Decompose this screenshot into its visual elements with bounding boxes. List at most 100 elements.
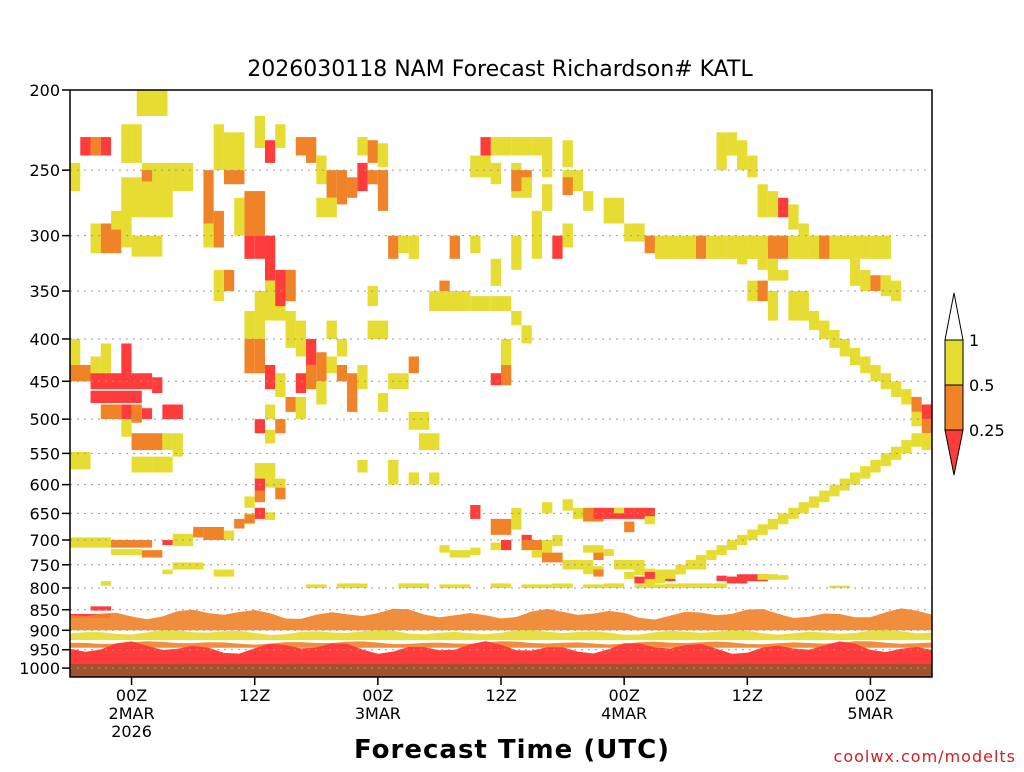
ri-cell <box>521 177 532 198</box>
ri-cell <box>131 124 142 163</box>
ri-cell <box>890 381 902 397</box>
ri-cell <box>613 559 645 570</box>
ri-cell <box>131 181 142 211</box>
ri-cell <box>275 487 286 500</box>
ri-cell <box>295 373 307 394</box>
ri-cell <box>634 568 655 576</box>
ri-cell <box>542 155 553 178</box>
ri-cell <box>521 534 532 543</box>
ri-cell <box>234 518 245 529</box>
ri-cell <box>613 507 625 514</box>
ri-cell <box>357 137 368 156</box>
ri-cell <box>244 496 255 508</box>
ri-cell <box>531 235 543 259</box>
ri-cell <box>449 235 460 259</box>
ri-cell <box>490 137 501 156</box>
y-tick-label: 450 <box>29 372 60 391</box>
ri-cell <box>747 155 758 178</box>
x-tick-label: 00Z <box>855 686 886 705</box>
ri-cell <box>449 291 471 311</box>
x-tick-label: 2MAR <box>109 704 155 723</box>
ri-cell <box>870 275 881 292</box>
ri-cell <box>706 235 727 259</box>
ri-cell <box>757 574 779 580</box>
ri-cell <box>470 155 491 178</box>
low-level-band <box>70 629 932 641</box>
ri-cell <box>583 191 594 211</box>
ri-cell <box>644 516 655 525</box>
ri-cell <box>819 490 830 503</box>
ri-cell <box>141 170 153 182</box>
ri-cell <box>860 269 871 292</box>
ri-cell <box>490 542 501 551</box>
credit-link[interactable]: coolwx.com/modelts <box>834 747 1016 766</box>
y-axis-ticks: 200 250 300 350 400 450 500 550 600 650 700 750 800 8… <box>19 81 70 678</box>
ri-cell <box>911 411 922 427</box>
ri-cell <box>377 170 389 211</box>
ri-cell <box>223 530 235 541</box>
ri-cell <box>90 223 101 254</box>
ri-cell <box>767 258 779 281</box>
ri-cell <box>100 137 112 156</box>
ri-cell <box>511 235 522 270</box>
ri-cell <box>388 472 399 485</box>
ri-cell <box>316 155 327 185</box>
ri-cell <box>70 537 112 548</box>
ri-cell <box>285 269 296 302</box>
ri-cell <box>798 502 809 514</box>
ri-cell <box>757 524 768 535</box>
ri-cell <box>511 137 532 156</box>
ri-cell <box>665 583 696 588</box>
ri-cell <box>70 364 91 382</box>
ri-cell <box>244 235 255 259</box>
ri-cell <box>778 513 789 525</box>
ri-cell <box>223 132 245 171</box>
ri-cell <box>788 204 799 230</box>
ri-cell <box>624 571 635 579</box>
ri-cell <box>316 197 337 218</box>
legend-swatch-lt025 <box>944 429 964 476</box>
ri-cell <box>644 235 655 254</box>
low-level-band <box>70 608 932 631</box>
ri-cell <box>357 364 368 390</box>
y-tick-label: 700 <box>29 531 60 550</box>
ri-cell <box>264 478 286 488</box>
ri-cell <box>244 514 255 524</box>
x-tick-label: 00Z <box>608 686 639 705</box>
ri-cell <box>377 393 389 412</box>
ri-cell <box>121 419 132 437</box>
ground-layer <box>70 664 932 677</box>
ri-cell <box>347 373 358 397</box>
ri-cell <box>665 569 676 579</box>
ri-cell <box>152 377 163 394</box>
ri-cell <box>870 459 881 473</box>
ri-cell <box>470 547 481 556</box>
ri-cell <box>490 583 512 588</box>
y-tick-label: 500 <box>29 410 60 429</box>
ri-cell <box>100 343 112 374</box>
ri-cell <box>131 404 142 423</box>
ri-cell <box>470 505 481 519</box>
ri-cell <box>285 396 296 412</box>
ri-cell <box>593 569 604 577</box>
ri-cell <box>634 576 645 584</box>
ri-cell <box>275 124 286 148</box>
heatmap-cells <box>70 90 932 667</box>
ri-cell <box>100 223 122 254</box>
ri-cell <box>388 459 399 473</box>
ri-cell <box>90 606 112 611</box>
ri-cell <box>849 472 861 485</box>
y-tick-label: 600 <box>29 476 60 495</box>
ri-cell <box>336 364 348 382</box>
ri-cell <box>716 583 727 588</box>
ri-cell <box>367 320 389 339</box>
ri-cell <box>562 499 573 511</box>
ri-cell <box>213 569 235 577</box>
ri-cell <box>716 132 727 171</box>
ri-cell <box>511 310 522 326</box>
ri-cell <box>829 484 840 497</box>
ri-cell <box>552 235 563 259</box>
ri-cell <box>111 210 132 230</box>
ri-cell <box>326 170 337 198</box>
